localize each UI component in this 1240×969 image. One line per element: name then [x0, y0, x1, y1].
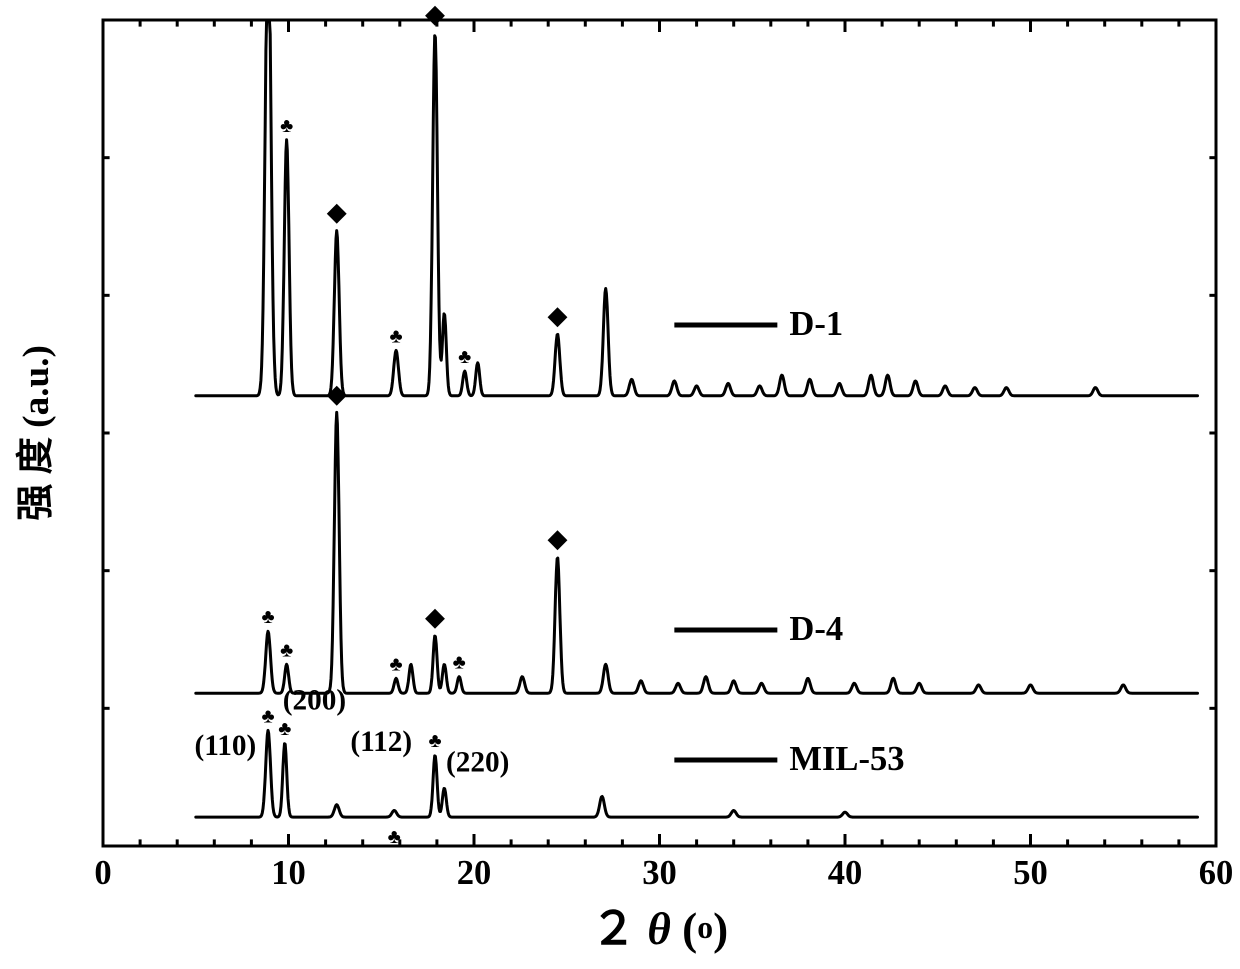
club-icon: ♣ [428, 730, 441, 752]
club-icon: ♣ [390, 653, 403, 675]
y-axis-label: 强 度 (a.u.) [15, 345, 57, 521]
legend-label-D-1: D-1 [789, 305, 843, 343]
club-icon: ♣ [280, 639, 293, 661]
legend-label-MIL-53: MIL-53 [789, 740, 904, 778]
club-icon: ♣ [262, 705, 275, 727]
chart-svg: ♣♣◆♣◆♣◆D-1♣♣◆♣◆♣◆D-4♣♣♣♣MIL-53(110)(200)… [0, 0, 1240, 969]
x-tick-label: 0 [94, 854, 111, 892]
club-icon: ♣ [280, 115, 293, 137]
x-tick-label: 30 [642, 854, 677, 892]
diamond-icon: ◆ [327, 198, 347, 227]
xrd-chart: ♣♣◆♣◆♣◆D-1♣♣◆♣◆♣◆D-4♣♣♣♣MIL-53(110)(200)… [0, 0, 1240, 969]
x-tick-label: 50 [1013, 854, 1048, 892]
diamond-icon: ◆ [425, 602, 445, 631]
diamond-icon: ◆ [547, 301, 567, 330]
diamond-icon: ◆ [425, 0, 445, 28]
miller-index-label: (112) [350, 726, 412, 758]
x-tick-label: 40 [828, 854, 863, 892]
club-icon: ♣ [262, 606, 275, 628]
x-tick-label: 20 [457, 854, 492, 892]
club-icon: ♣ [458, 346, 471, 368]
x-tick-label: 10 [271, 854, 306, 892]
diamond-icon: ◆ [547, 524, 567, 553]
miller-index-label: (220) [446, 747, 509, 779]
club-icon: ♣ [390, 325, 403, 347]
x-tick-label: 60 [1199, 854, 1234, 892]
legend-label-D-4: D-4 [789, 610, 843, 648]
club-icon: ♣ [278, 718, 291, 740]
club-icon: ♣ [453, 652, 466, 674]
diamond-icon: ◆ [327, 379, 347, 408]
miller-index-label: (200) [283, 685, 346, 717]
miller-index-label: (110) [195, 730, 257, 762]
